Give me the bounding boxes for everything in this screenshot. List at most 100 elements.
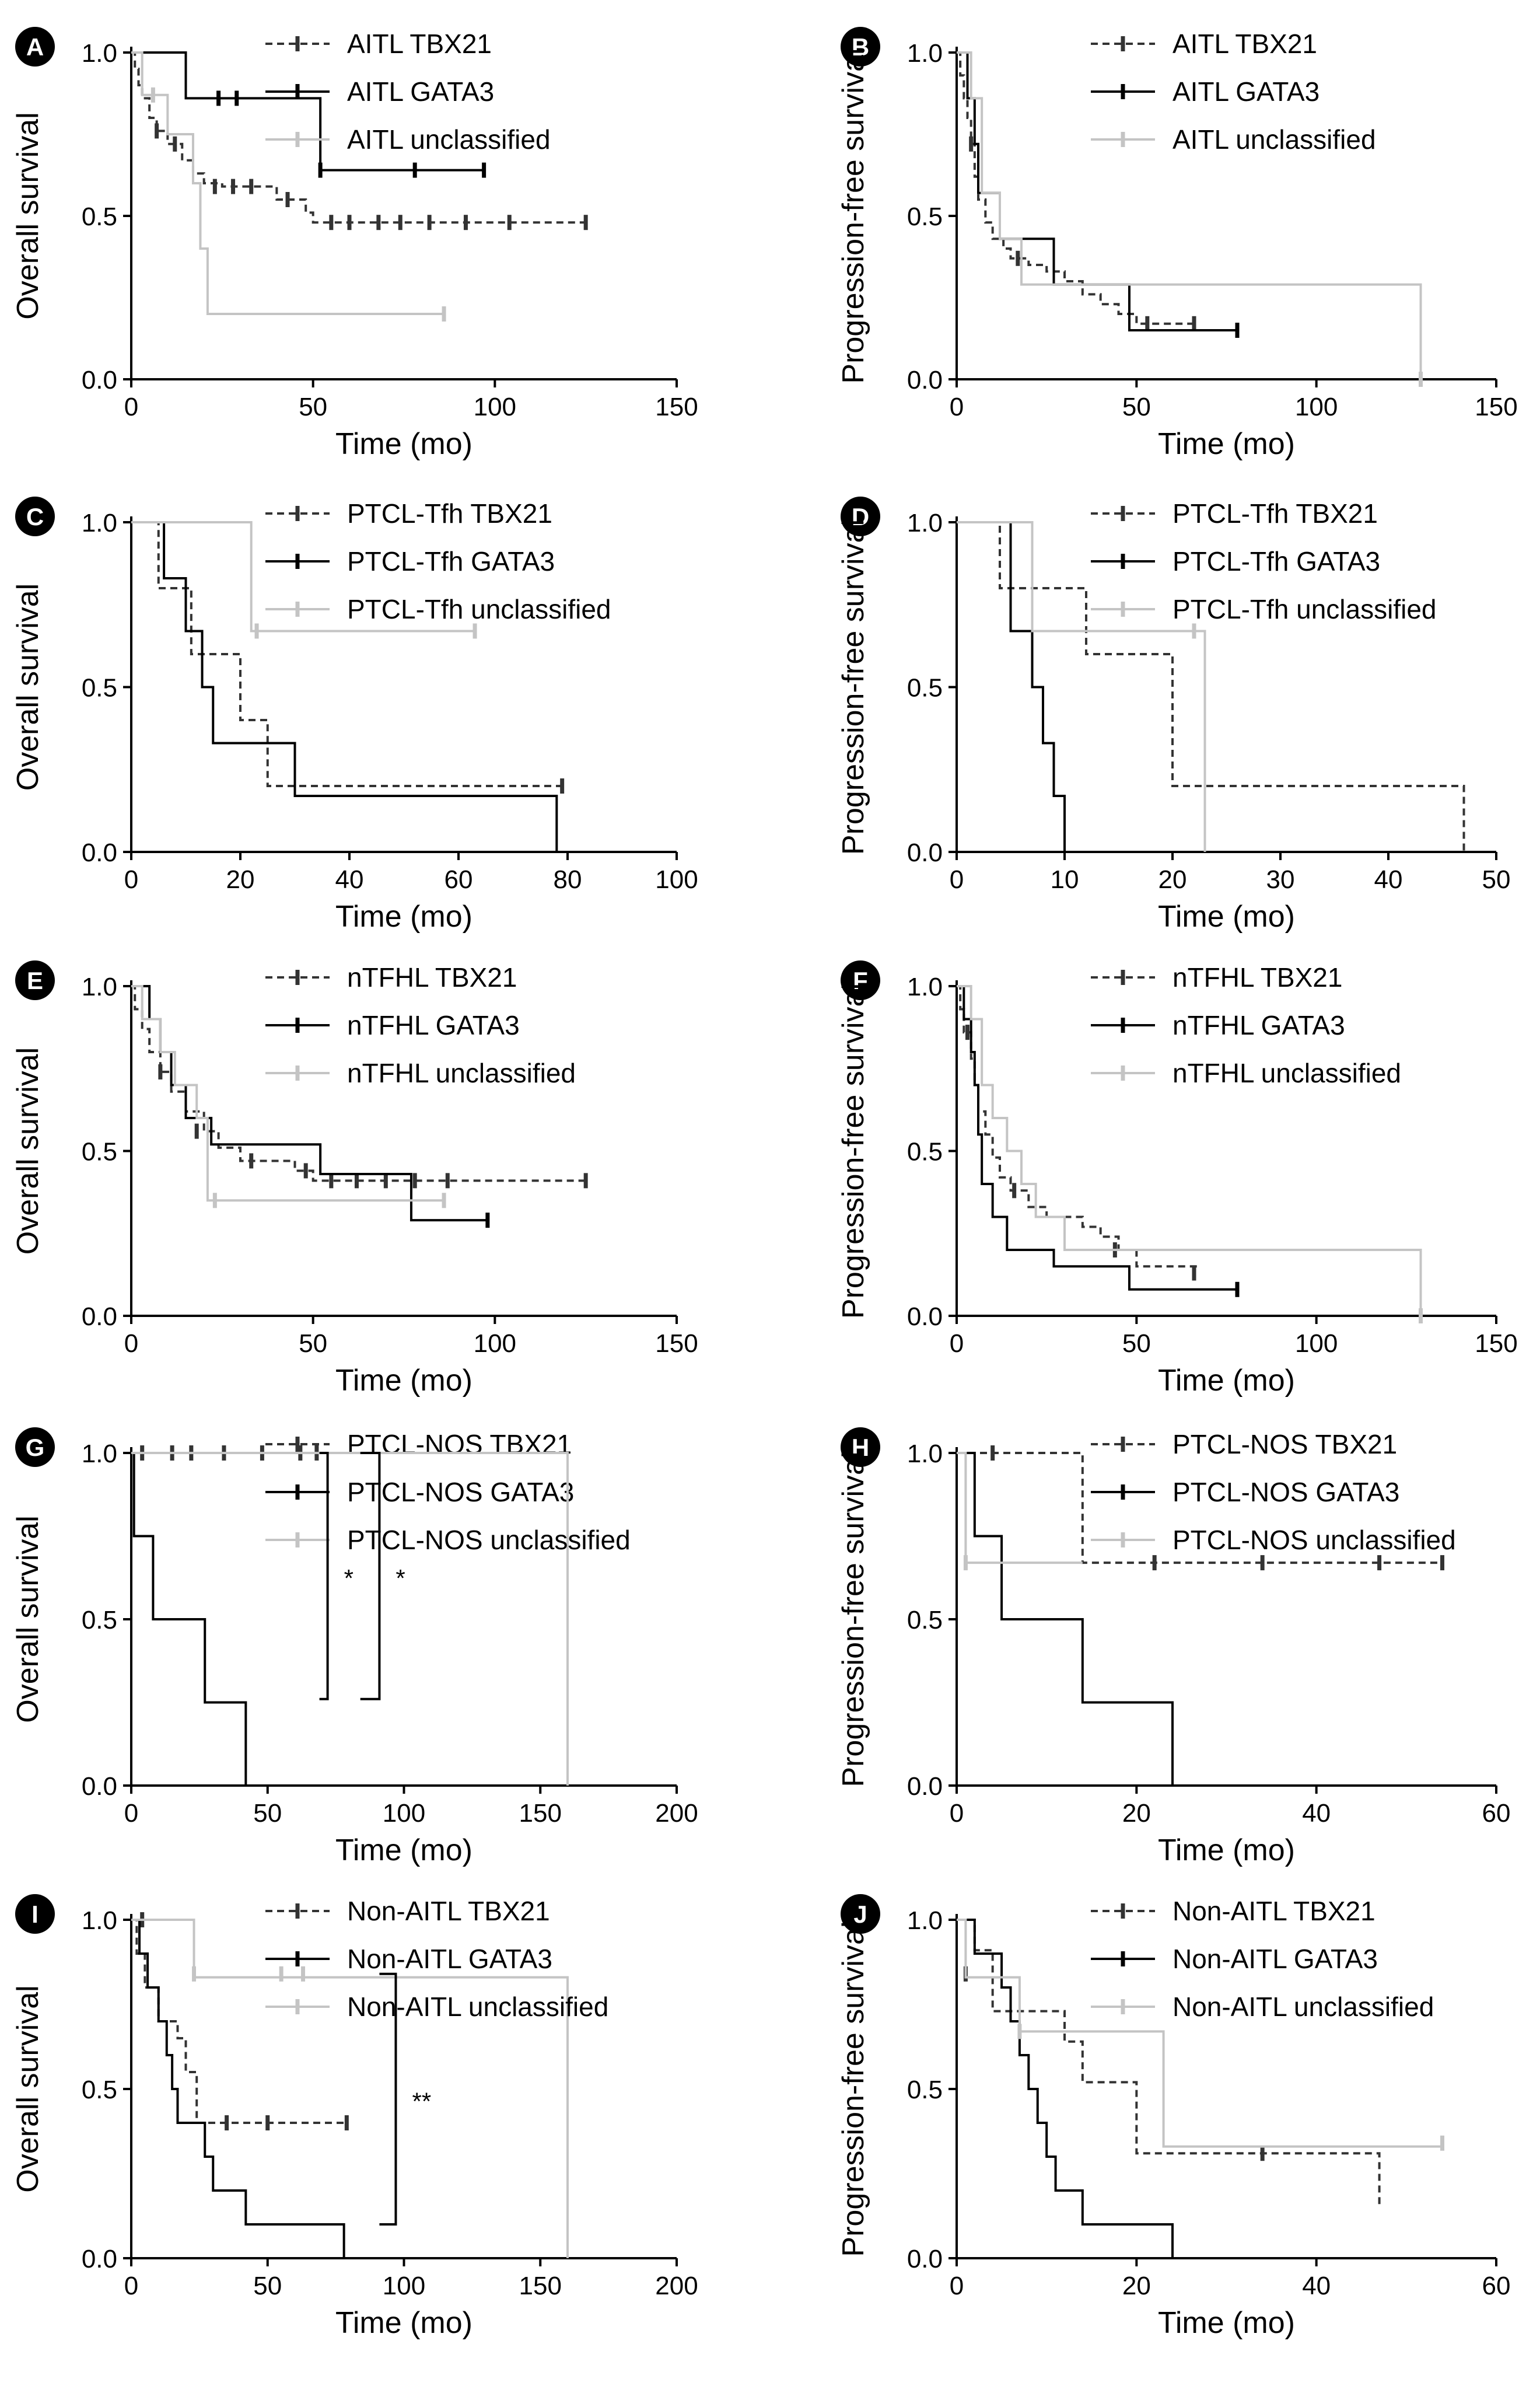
panel-i-x-title: Time (mo) [335, 2306, 473, 2340]
panel-g-label: G [26, 1434, 45, 1461]
panel-d-series-gata3 [957, 521, 1066, 852]
panel-h-series-unclassified [957, 1452, 1083, 1564]
panel-a-series-tbx21 [131, 51, 586, 224]
panel-f-x-tick-label: 100 [1295, 1329, 1338, 1358]
panel-f-x-title: Time (mo) [1158, 1364, 1295, 1398]
panel-h-x-tick-label: 0 [950, 1799, 964, 1828]
panel-b-legend-label-tbx21: AITL TBX21 [1172, 29, 1317, 59]
panel-d-y-tick-label: 1.0 [907, 509, 943, 537]
panel-d-legend-label-tbx21: PTCL-Tfh TBX21 [1172, 498, 1378, 529]
panel-h-y-tick-label: 1.0 [907, 1440, 943, 1468]
panel-f-badge [841, 960, 880, 1000]
panel-i-x-tick-label: 50 [253, 2272, 282, 2300]
panel-i-x-tick-label: 150 [519, 2272, 562, 2300]
panel-a-series-gata3 [131, 51, 484, 172]
panel-e-x-tick-label: 0 [124, 1329, 138, 1358]
panel-i-series-gata3 [131, 1919, 345, 2258]
panel-h-series-gata3 [957, 1452, 1174, 1786]
panel-e-y-tick-label: 1.0 [82, 973, 117, 1001]
panel-d-x-tick-label: 0 [950, 865, 964, 894]
panel-g-y-tick-label: 0.5 [82, 1606, 117, 1634]
panel-d-y-tick-label: 0.5 [907, 674, 943, 703]
panel-j-x-tick-label: 40 [1302, 2272, 1331, 2300]
panel-d-badge [841, 497, 880, 536]
panel-f-label: F [853, 967, 868, 994]
panel-j-y-tick-label: 0.0 [907, 2245, 943, 2273]
panel-c-y-title: Overall survival [11, 584, 45, 791]
panel-d-series-unclassified [957, 521, 1206, 852]
panel-b-x-tick-label: 100 [1295, 393, 1338, 421]
panel-b-y-tick-label: 1.0 [907, 39, 943, 68]
panel-c: C 0.0 0.5 1.0 0 20 40 60 80 100 Time (mo) Overall s… [11, 497, 698, 934]
panel-e-x-tick-label: 100 [474, 1329, 516, 1358]
panel-f-series-gata3 [957, 985, 1237, 1291]
panel-b-y-tick-label: 0.5 [907, 202, 943, 231]
panel-i-badge [15, 1894, 55, 1934]
panel-h-series-tbx21 [957, 1452, 1443, 1564]
panel-b-legend-label-gata3: AITL GATA3 [1172, 76, 1320, 107]
panel-g-x-tick-label: 150 [519, 1799, 562, 1828]
panel-b-x-title: Time (mo) [1158, 427, 1295, 461]
panel-c-y-tick-label: 0.5 [82, 674, 117, 703]
panel-f-legend-label-gata3: nTFHL GATA3 [1172, 1010, 1345, 1040]
panel-f-x-tick-label: 150 [1475, 1329, 1517, 1358]
panel-h-badge [841, 1427, 880, 1467]
panel-d: D 0.0 0.5 1.0 0 10 20 30 40 50 Time (mo) Progressio… [836, 497, 1510, 934]
panel-g-x-tick-label: 50 [253, 1799, 282, 1828]
panel-j-label: J [853, 1901, 867, 1928]
panel-a-legend-label-tbx21: AITL TBX21 [347, 29, 492, 59]
panel-b-series-unclassified [957, 51, 1422, 379]
panel-f-x-tick-label: 50 [1122, 1329, 1151, 1358]
panel-g: G 0.0 0.5 1.0 0 50 100 150 200 Time (mo) Overall s… [11, 1427, 698, 1867]
panel-f-y-title: Progression-free survival [836, 983, 870, 1319]
panel-d-legend-label-unclassified: PTCL-Tfh unclassified [1172, 594, 1437, 624]
panel-i-y-tick-label: 0.5 [82, 2076, 117, 2104]
panel-e-label: E [27, 967, 43, 994]
panel-d-x-tick-label: 50 [1482, 865, 1511, 894]
panel-a-x-tick-label: 150 [655, 393, 698, 421]
panel-a-x-tick-label: 0 [124, 393, 138, 421]
panel-g-series-gata3 [131, 1452, 247, 1786]
panel-e: E 0.0 0.5 1.0 0 50 100 150 Time (mo) Overall surv… [11, 960, 698, 1398]
panel-c-x-tick-label: 80 [554, 865, 582, 894]
panel-d-y-tick-label: 0.0 [907, 839, 943, 867]
panel-e-y-tick-label: 0.0 [82, 1302, 117, 1331]
panel-e-x-tick-label: 50 [299, 1329, 327, 1358]
panel-c-badge [15, 497, 55, 536]
panel-j-x-tick-label: 20 [1122, 2272, 1151, 2300]
panel-e-series-unclassified [131, 985, 444, 1202]
panel-a-y-title: Overall survival [11, 112, 45, 319]
panel-i-x-tick-label: 200 [655, 2272, 698, 2300]
panel-a-badge [15, 27, 55, 67]
panel-g-series-unclassified [131, 1452, 569, 1786]
panel-j-y-tick-label: 0.5 [907, 2076, 943, 2104]
panel-i-y-tick-label: 0.0 [82, 2245, 117, 2273]
panel-f: F 0.0 0.5 1.0 0 50 100 150 Time (mo) Progression-… [836, 960, 1518, 1398]
panel-h-legend-label-unclassified: PTCL-NOS unclassified [1172, 1525, 1456, 1555]
panel-f-series-unclassified [957, 985, 1422, 1316]
panel-a-legend-label-gata3: AITL GATA3 [347, 76, 494, 107]
panel-g-x-tick-label: 100 [383, 1799, 425, 1828]
panel-i-legend-label-gata3: Non-AITL GATA3 [347, 1944, 552, 1974]
panel-f-y-tick-label: 0.0 [907, 1302, 943, 1331]
panel-j-x-title: Time (mo) [1158, 2306, 1295, 2340]
panel-i-significance-label: ** [412, 2087, 431, 2115]
panel-c-y-tick-label: 1.0 [82, 509, 117, 537]
panel-j-legend-label-tbx21: Non-AITL TBX21 [1172, 1896, 1376, 1926]
panel-e-badge [15, 960, 55, 1000]
panel-a-y-tick-label: 0.0 [82, 366, 117, 394]
panel-e-x-tick-label: 150 [655, 1329, 698, 1358]
panel-d-x-tick-label: 40 [1374, 865, 1403, 894]
panel-i-x-tick-label: 100 [383, 2272, 425, 2300]
panel-c-series-unclassified [131, 521, 475, 633]
panel-b-y-title: Progression-free survival [836, 48, 870, 383]
panel-e-legend-label-unclassified: nTFHL unclassified [347, 1058, 576, 1088]
panel-a-label: A [26, 33, 44, 61]
panel-h-x-tick-label: 60 [1482, 1799, 1511, 1828]
panel-f-series-tbx21 [957, 985, 1202, 1268]
panel-h-x-tick-label: 40 [1302, 1799, 1331, 1828]
panel-g-significance-bracket [360, 1452, 381, 1700]
panel-f-x-tick-label: 0 [950, 1329, 964, 1358]
panel-g-x-tick-label: 200 [655, 1799, 698, 1828]
panel-i-significance-bracket [379, 1972, 397, 2226]
